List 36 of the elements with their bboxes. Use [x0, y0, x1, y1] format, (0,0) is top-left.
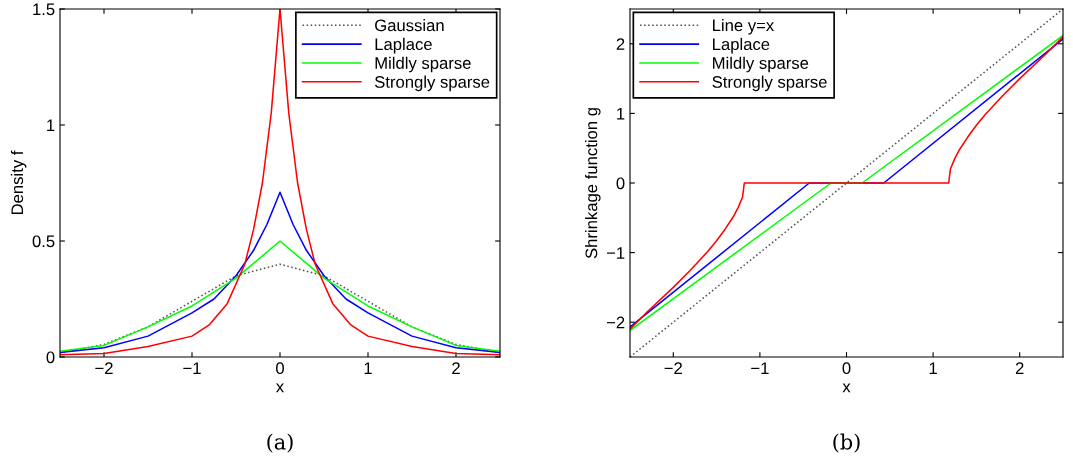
x-tick-label: 0: [842, 362, 851, 375]
x-axis-title: x: [276, 383, 284, 393]
legend-label: Strongly sparse: [374, 75, 490, 92]
x-tick-label: 1: [364, 362, 372, 374]
text: (a): [267, 433, 293, 453]
x-tick-label: −1: [751, 362, 769, 374]
line-series: [60, 240, 500, 352]
x-tick-label: 1: [929, 362, 937, 374]
legend-label: Strongly sparse: [712, 75, 827, 92]
legend-label: Gaussian: [375, 19, 444, 32]
x-tick-label: −2: [664, 362, 682, 374]
line-series: [60, 191, 500, 354]
x-tick-label: 2: [452, 362, 460, 374]
y-tick-label: 1: [617, 107, 625, 120]
x-tick-label: −2: [95, 362, 113, 374]
y-tick-label: 0.5: [32, 235, 55, 248]
line-series: [60, 9, 500, 356]
x-axis-title: x: [842, 383, 851, 393]
y-tick-label: 1: [47, 119, 55, 132]
legend-label: Line y=x: [713, 19, 775, 35]
legend-label: Mildly sparse: [375, 56, 471, 73]
y-tick-label: 0: [46, 351, 55, 364]
text: (b): [833, 433, 860, 453]
y-tick-label: 2: [616, 38, 625, 50]
y-tick-label: 0: [616, 177, 625, 190]
legend-label: Laplace: [375, 37, 432, 54]
y-axis-title: Shrinkage function g: [585, 108, 601, 259]
legend-label: Mildly sparse: [713, 56, 809, 73]
y-tick-label: 1.5: [33, 3, 55, 16]
y-tick-label: −1: [606, 247, 625, 259]
y-tick-label: −2: [606, 316, 625, 329]
x-tick-label: 2: [1015, 362, 1024, 374]
x-tick-label: −1: [183, 362, 201, 374]
y-axis-title: Density f: [10, 150, 27, 215]
x-tick-label: 0: [276, 362, 284, 375]
legend-label: Laplace: [713, 37, 770, 54]
